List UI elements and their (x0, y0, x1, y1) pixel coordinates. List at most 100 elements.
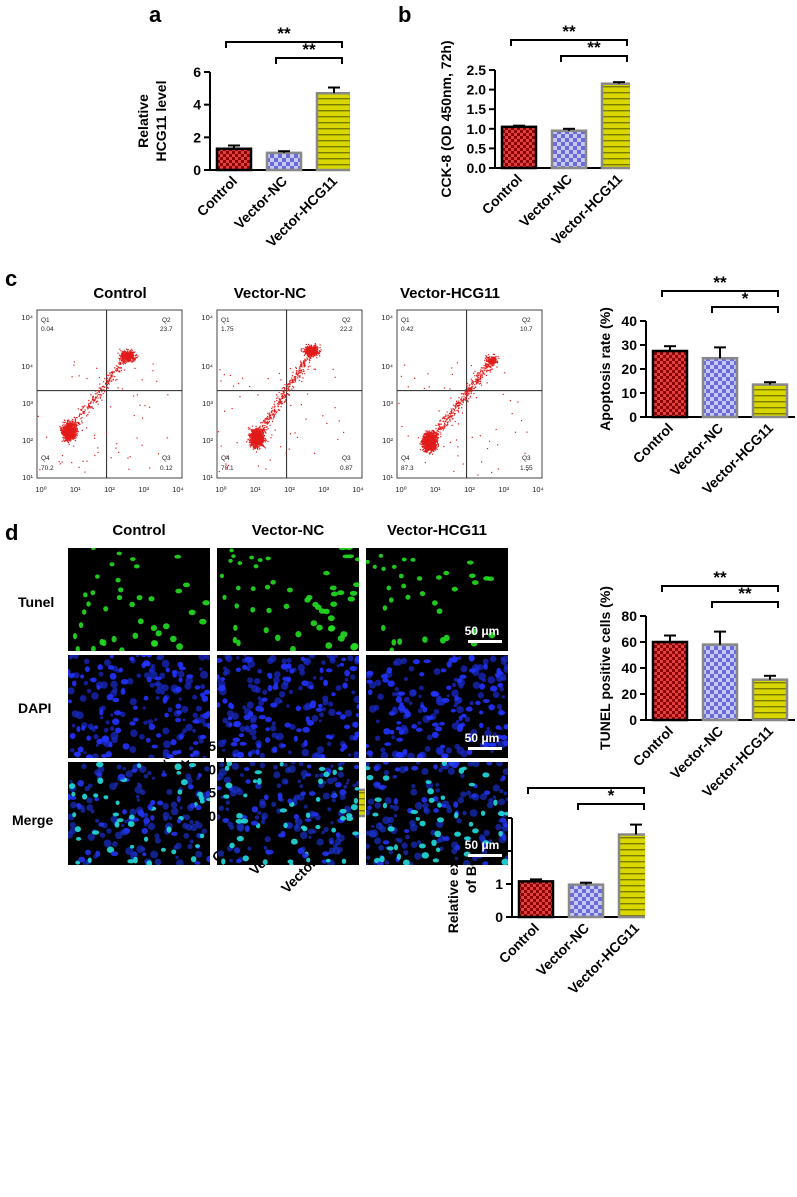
bar-vector-nc (701, 356, 739, 419)
scale-bar-label: 50 μm (464, 624, 500, 638)
bar-vector-nc (550, 129, 588, 170)
micrograph-dapi-control (68, 655, 210, 758)
flow-y-tick-label: 10² (382, 436, 393, 445)
y-axis-label: CCK-8 (OD 450nm, 72h) (438, 40, 454, 197)
category-label: Control (194, 173, 241, 220)
micro-title-vector-nc: Vector-NC (251, 522, 325, 539)
y-tick-label: 4 (193, 97, 201, 113)
micrograph-cells (217, 762, 359, 865)
bar-vector-nc (265, 151, 303, 172)
panel-label-d: d (5, 520, 19, 545)
significance-label: ** (587, 38, 601, 57)
micrograph-cells (72, 548, 210, 651)
significance-bracket (560, 55, 628, 62)
bar-vector-nc (567, 883, 605, 919)
y-tick-label: 2 (193, 129, 201, 145)
y-tick-label: 0 (495, 909, 503, 925)
y-tick-label: 1.0 (467, 121, 487, 137)
quadrant-label-q4: Q4 (401, 455, 410, 462)
category-label: Control (479, 171, 526, 218)
flow-y-tick-label: 10⁴ (21, 362, 33, 371)
quadrant-label-q3: Q3 (522, 455, 531, 462)
flow-x-tick-label: 10³ (138, 485, 149, 494)
flow-title-vector-nc: Vector-NC (233, 285, 307, 302)
flow-x-tick-label: 10⁴ (352, 485, 364, 494)
significance-bracket (661, 290, 779, 297)
flow-x-tick-label: 10³ (498, 485, 509, 494)
significance-label: ** (713, 273, 727, 292)
flow-x-tick-label: 10⁰ (35, 485, 46, 494)
scale-bar: 50 μm (465, 624, 502, 643)
flow-y-tick-label: 10² (202, 436, 213, 445)
micro-title-control: Control (112, 522, 166, 539)
flow-y-tick-label: 10² (22, 436, 33, 445)
bar-control (215, 147, 253, 172)
quadrant-value-q1: 0.42 (401, 326, 414, 333)
micrograph-cells (68, 762, 210, 865)
quadrant-label-q2: Q2 (522, 317, 531, 324)
significance-bracket (275, 57, 343, 64)
micrograph-merge-vector-nc (217, 762, 359, 865)
quadrant-label-q4: Q4 (41, 455, 50, 462)
micro-row-merge: Merge (12, 812, 54, 828)
significance-bracket (510, 39, 628, 46)
bar-control (517, 880, 555, 919)
flow-events (398, 353, 528, 476)
y-tick-label: 0 (629, 409, 637, 425)
quadrant-value-q2: 22.2 (340, 326, 353, 333)
micrograph-cells (366, 762, 508, 865)
quadrant-label-q2: Q2 (162, 317, 171, 324)
scale-bar-line (468, 854, 502, 857)
significance-label: * (608, 786, 615, 805)
micrograph-cells (217, 655, 359, 758)
quadrant-value-q2: 23.7 (160, 326, 173, 333)
bar-vector-hcg11 (751, 383, 789, 419)
flow-frame (216, 309, 363, 479)
significance-label: ** (738, 584, 752, 603)
category-label: Control (630, 420, 677, 467)
quadrant-label-q4: Q4 (221, 455, 230, 462)
flow-x-tick-label: 10⁴ (172, 485, 184, 494)
flow-frame (36, 309, 183, 479)
quadrant-value-q2: 10.7 (520, 326, 533, 333)
quadrant-label-q3: Q3 (342, 455, 351, 462)
quadrant-value-q3: 0.12 (160, 465, 173, 472)
flow-y-tick-label: 10³ (202, 399, 213, 408)
y-axis-label: Relative (135, 94, 151, 148)
micrograph-tunel-control (68, 548, 210, 651)
y-tick-label: 60 (621, 634, 637, 650)
y-tick-label: 2.0 (467, 82, 487, 98)
flow-y-tick-label: 10³ (382, 399, 393, 408)
bar-vector-nc (701, 643, 739, 722)
micrograph-cells (366, 553, 496, 651)
scale-bar-label: 50 μm (464, 731, 500, 745)
micrograph-merge-vector-hcg11: 50 μm (366, 762, 508, 865)
bar-vector-hcg11 (600, 82, 630, 170)
bar-control (500, 125, 538, 170)
significance-bracket (661, 585, 779, 592)
scale-bar-line (468, 640, 502, 643)
micro-row-tunel: Tunel (18, 594, 55, 610)
scale-bar-line (468, 747, 502, 750)
chart-b: 0.0 0.5 1.0 1.5 2.0 2.5 CCK-8 (OD 450nm, 72h) C… (438, 22, 630, 248)
significance-bracket (711, 601, 779, 608)
flow-x-tick-label: 10¹ (250, 485, 261, 494)
bar-vector-hcg11 (617, 833, 645, 919)
micrograph-tunel-vector-nc (217, 548, 359, 651)
quadrant-value-q4: 70.2 (41, 465, 54, 472)
flow-x-tick-label: 10⁰ (395, 485, 406, 494)
y-tick-label: 0.5 (467, 140, 487, 156)
quadrant-value-q4: 70.1 (221, 465, 234, 472)
panel-label-b: b (398, 2, 412, 27)
category-label: Control (630, 723, 677, 770)
significance-bracket (225, 41, 343, 48)
quadrant-value-q1: 1.75 (221, 326, 234, 333)
significance-label: ** (562, 22, 576, 41)
flow-y-tick-label: 10⁴ (381, 362, 393, 371)
quadrant-label-q1: Q1 (41, 317, 50, 324)
micrograph-merge-control (68, 762, 210, 865)
y-tick-label: 20 (621, 686, 637, 702)
